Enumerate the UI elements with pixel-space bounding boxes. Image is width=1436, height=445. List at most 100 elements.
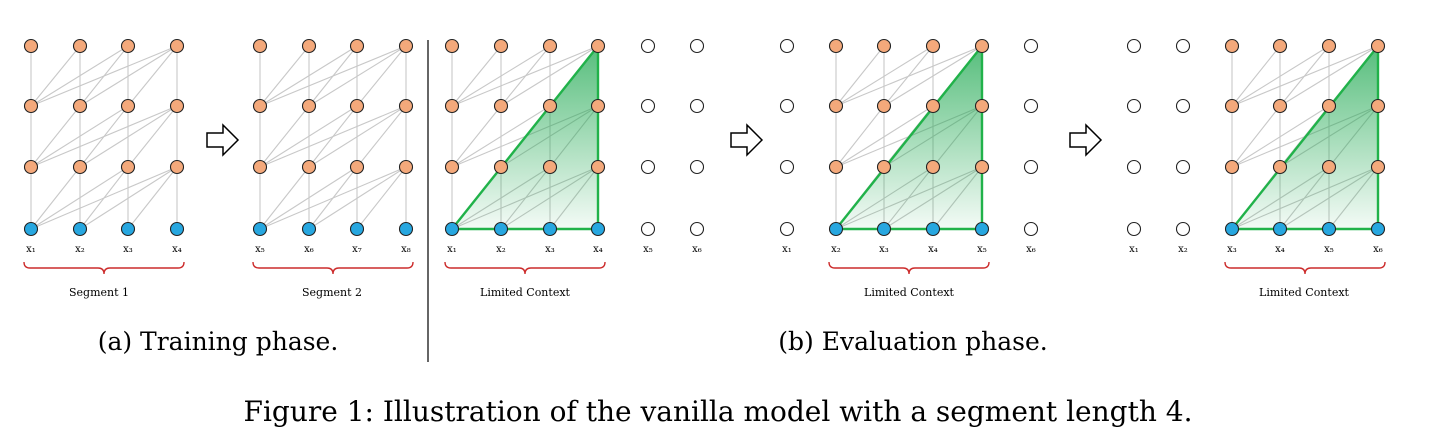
step-arrow-icon — [206, 123, 240, 157]
hidden-node — [640, 98, 656, 114]
input-node — [120, 221, 136, 237]
attention-edge — [1231, 105, 1330, 168]
attention-edge — [259, 166, 310, 230]
token-label: x₆ — [1026, 244, 1036, 255]
hidden-node — [1370, 98, 1386, 114]
input-node — [640, 221, 656, 237]
input-node — [444, 221, 460, 237]
attention-edge — [1231, 105, 1281, 168]
hidden-node — [590, 159, 606, 175]
panel-b-evaluation: x₁ x₂ x₃ x₄ x₅ x₆ x₁ x₂ x₃ x₄ x₅ x₆ x₁ x₂ x₃ x₄ x₅ x₆ L… — [444, 38, 1386, 356]
hidden-node — [925, 159, 941, 175]
input-node — [349, 221, 365, 237]
attention-edge — [1279, 45, 1379, 107]
hidden-node — [493, 38, 509, 54]
hidden-node — [252, 98, 268, 114]
input-node — [1224, 221, 1240, 237]
hidden-node — [1224, 159, 1240, 175]
attention-edge — [30, 45, 178, 107]
hidden-node — [1272, 98, 1288, 114]
input-node — [1126, 221, 1142, 237]
hidden-node — [23, 98, 39, 114]
eval-step-1-context-label: Limited Context — [480, 286, 570, 299]
hidden-node — [640, 159, 656, 175]
input-node — [1272, 221, 1288, 237]
attention-edge — [259, 45, 407, 107]
hidden-node — [444, 98, 460, 114]
token-label: x₂ — [496, 244, 506, 255]
hidden-node — [1126, 98, 1142, 114]
token-label: x₃ — [1227, 244, 1237, 255]
hidden-node — [542, 38, 558, 54]
hidden-node — [120, 98, 136, 114]
context-brace — [444, 261, 606, 275]
segment-2-network: x₅ x₆ x₇ x₈ — [252, 38, 414, 255]
token-label: x₁ — [1129, 244, 1139, 255]
hidden-node — [398, 159, 414, 175]
token-label: x₄ — [928, 244, 938, 255]
attention-edge — [259, 166, 407, 230]
eval-step-2-network: x₁ x₂ x₃ x₄ x₅ x₆ — [779, 38, 1039, 255]
attention-edge — [30, 105, 178, 168]
attention-edge — [30, 166, 81, 230]
hidden-node — [120, 159, 136, 175]
hidden-node — [72, 38, 88, 54]
step-arrow-icon — [1069, 123, 1103, 157]
input-node — [542, 221, 558, 237]
attention-edge — [79, 105, 178, 168]
hidden-node — [1272, 159, 1288, 175]
attention-edge — [30, 45, 129, 107]
token-label: x₇ — [352, 244, 362, 255]
attention-edge — [356, 105, 407, 168]
attention-edge — [79, 45, 178, 107]
hidden-node — [493, 98, 509, 114]
attention-edge — [1231, 45, 1330, 107]
attention-edge — [835, 45, 983, 107]
hidden-node — [925, 38, 941, 54]
token-label: x₁ — [447, 244, 457, 255]
attention-edge — [30, 45, 81, 107]
attention-edge — [1231, 45, 1281, 107]
hidden-node — [779, 98, 795, 114]
input-node — [301, 221, 317, 237]
attention-edge — [451, 45, 599, 107]
context-triangle — [450, 44, 600, 231]
panel-b-caption: (b) Evaluation phase. — [778, 327, 1047, 356]
hidden-node — [23, 38, 39, 54]
input-node — [876, 221, 892, 237]
hidden-node — [542, 159, 558, 175]
context-triangle — [834, 44, 984, 231]
panel-a-caption: (a) Training phase. — [98, 327, 339, 356]
hidden-node — [1224, 98, 1240, 114]
input-node — [689, 221, 705, 237]
segment-1-label: Segment 1 — [69, 286, 129, 299]
hidden-node — [72, 159, 88, 175]
attention-edge — [127, 105, 178, 168]
hidden-node — [1321, 38, 1337, 54]
eval-step-3-context-label: Limited Context — [1259, 286, 1349, 299]
attention-edge — [30, 166, 129, 230]
hidden-node — [974, 38, 990, 54]
hidden-node — [925, 98, 941, 114]
attention-edge — [308, 45, 407, 107]
token-label: x₅ — [977, 244, 987, 255]
token-label: x₂ — [75, 244, 85, 255]
input-node — [925, 221, 941, 237]
hidden-node — [1321, 98, 1337, 114]
input-node — [493, 221, 509, 237]
hidden-node — [590, 38, 606, 54]
hidden-node — [1126, 159, 1142, 175]
token-label: x₈ — [401, 244, 411, 255]
input-node — [169, 221, 185, 237]
hidden-node — [1175, 159, 1191, 175]
hidden-node — [640, 38, 656, 54]
attention-edge — [883, 45, 983, 107]
context-brace — [1224, 261, 1386, 275]
hidden-node — [252, 38, 268, 54]
token-label: x₃ — [123, 244, 133, 255]
hidden-node — [876, 159, 892, 175]
eval-step-3-network: x₁ x₂ x₃ x₄ x₅ x₆ — [1126, 38, 1386, 255]
segment-braces — [23, 261, 414, 275]
hidden-node — [398, 98, 414, 114]
